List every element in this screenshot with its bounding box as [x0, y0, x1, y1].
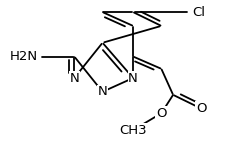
Text: O: O — [196, 102, 207, 115]
Text: H2N: H2N — [10, 50, 38, 63]
Text: N: N — [128, 71, 138, 85]
Text: N: N — [98, 85, 107, 98]
Text: O: O — [156, 107, 167, 120]
Text: CH3: CH3 — [119, 124, 147, 137]
Text: N: N — [69, 71, 79, 85]
Text: Cl: Cl — [192, 6, 205, 19]
